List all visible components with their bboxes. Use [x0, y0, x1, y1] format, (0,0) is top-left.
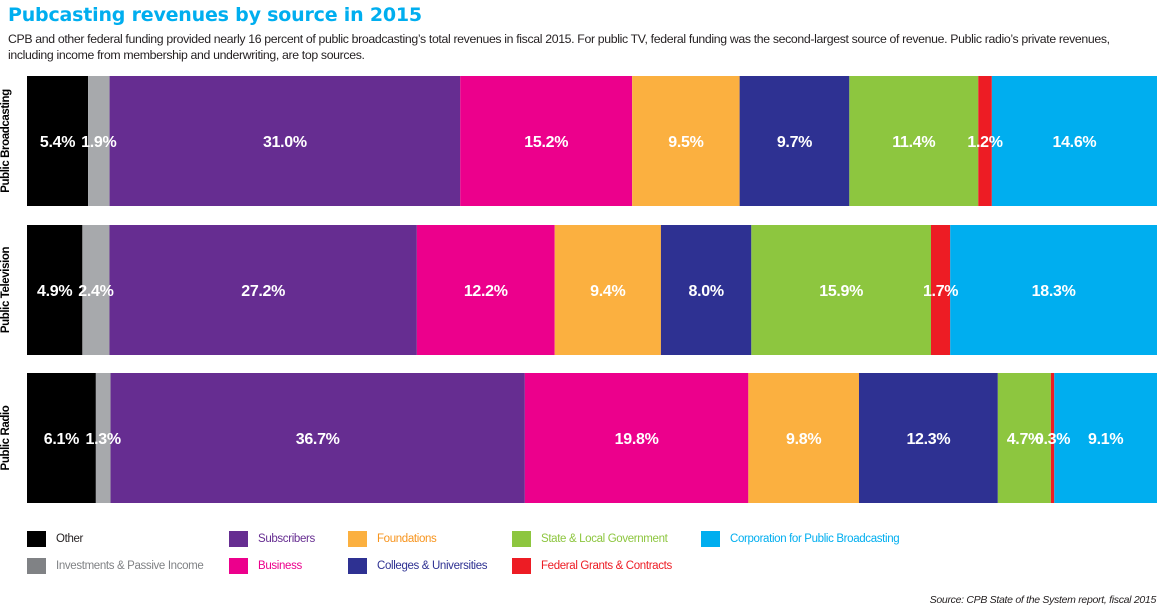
bar-segment-corporation-for-public-broadcasting: [950, 225, 1157, 355]
legend-swatch: [512, 558, 531, 574]
data-label-colleges-and-universities: 9.7%: [777, 134, 812, 151]
data-label-subscribers: 27.2%: [241, 283, 285, 300]
data-label-investments-and-passive-income: 1.9%: [81, 134, 116, 151]
bar-segment-subscribers: [109, 76, 461, 206]
bar-segment-colleges-and-universities: [858, 373, 998, 503]
data-label-state-and-local-government: 15.9%: [819, 283, 863, 300]
chart-title: Pubcasting revenues by source in 2015: [8, 4, 422, 26]
legend-label: Business: [258, 560, 302, 572]
bar-segment-state-and-local-government: [751, 225, 931, 355]
bar-segment-investments-and-passive-income: [95, 373, 111, 503]
bar-segment-business: [460, 76, 633, 206]
data-label-other: 5.4%: [40, 134, 75, 151]
bar-segment-other: [27, 225, 83, 355]
legend-swatch: [512, 531, 531, 547]
legend-item-foundations: Foundations: [348, 531, 437, 547]
bar-segment-corporation-for-public-broadcasting: [1054, 373, 1157, 503]
data-label-subscribers: 36.7%: [296, 431, 340, 448]
legend-item-corporation-for-public-broadcasting: Corporation for Public Broadcasting: [701, 531, 900, 547]
bar-segment-subscribers: [110, 373, 525, 503]
data-label-investments-and-passive-income: 2.4%: [78, 283, 113, 300]
bar-segment-colleges-and-universities: [660, 225, 752, 355]
legend-item-subscribers: Subscribers: [229, 531, 315, 547]
bar-segment-corporation-for-public-broadcasting: [991, 76, 1157, 206]
legend-label: State & Local Government: [541, 533, 668, 545]
bar-segment-state-and-local-government: [997, 373, 1051, 503]
bar-segment-federal-grants-and-contracts: [1050, 373, 1055, 503]
legend-label: Investments & Passive Income: [56, 560, 204, 572]
legend-label: Federal Grants & Contracts: [541, 560, 672, 572]
data-label-business: 15.2%: [524, 134, 568, 151]
legend-swatch: [701, 531, 720, 547]
data-label-colleges-and-universities: 12.3%: [906, 431, 950, 448]
legend-label: Foundations: [377, 533, 437, 545]
bar-segment-other: [27, 76, 89, 206]
data-label-state-and-local-government: 4.7%: [1007, 431, 1042, 448]
data-label-other: 4.9%: [37, 283, 72, 300]
bar-segment-investments-and-passive-income: [82, 225, 110, 355]
legend-swatch: [348, 558, 367, 574]
data-label-corporation-for-public-broadcasting: 9.1%: [1088, 431, 1123, 448]
legend-item-federal-grants-and-contracts: Federal Grants & Contracts: [512, 558, 672, 574]
chart-subtitle: CPB and other federal funding provided n…: [8, 32, 1110, 62]
bar-public-radio: 6.1% 1.3% 36.7% 19.8% 9.8% 12.3% 4.7%0.3% 9.1%: [27, 373, 1157, 503]
legend-item-state-and-local-government: State & Local Government: [512, 531, 668, 547]
legend-item-colleges-and-universities: Colleges & Universities: [348, 558, 488, 574]
legend-label: Subscribers: [258, 533, 315, 545]
legend-swatch: [348, 531, 367, 547]
bar-public-television: 4.9% 2.4% 27.2% 12.2% 9.4% 8.0% 15.9% 1.7% 18.3%: [27, 225, 1157, 355]
bar-segment-federal-grants-and-contracts: [931, 225, 951, 355]
legend-label: Colleges & Universities: [377, 560, 488, 572]
bar-segment-foundations: [632, 76, 740, 206]
bar-segment-other: [27, 373, 96, 503]
bar-segment-foundations: [748, 373, 859, 503]
legend-swatch: [229, 531, 248, 547]
data-label-corporation-for-public-broadcasting: 14.6%: [1052, 134, 1096, 151]
bar-segment-investments-and-passive-income: [88, 76, 110, 206]
data-label-foundations: 9.4%: [590, 283, 625, 300]
bar-segment-business: [416, 225, 555, 355]
bar-segment-subscribers: [109, 225, 417, 355]
bar-segment-state-and-local-government: [849, 76, 979, 206]
data-label-investments-and-passive-income: 1.3%: [86, 431, 121, 448]
legend-swatch: [27, 558, 46, 574]
data-label-federal-grants-and-contracts: 1.7%: [923, 283, 958, 300]
data-label-other: 6.1%: [44, 431, 79, 448]
legend-swatch: [229, 558, 248, 574]
bar-segment-colleges-and-universities: [739, 76, 850, 206]
data-label-federal-grants-and-contracts: 1.2%: [967, 134, 1002, 151]
data-label-colleges-and-universities: 8.0%: [688, 283, 723, 300]
legend-item-business: Business: [229, 558, 302, 574]
data-label-state-and-local-government: 11.4%: [892, 134, 935, 151]
data-label-federal-grants-and-contracts: 0.3%: [1035, 431, 1070, 448]
bar-public-broadcasting: 5.4% 1.9% 31.0% 15.2% 9.5% 9.7% 11.4% 1.2% 14.6%: [27, 76, 1157, 206]
data-label-business: 12.2%: [464, 283, 508, 300]
data-label-foundations: 9.8%: [786, 431, 821, 448]
legend-label: Corporation for Public Broadcasting: [730, 533, 900, 545]
data-label-subscribers: 31.0%: [263, 134, 307, 151]
data-label-corporation-for-public-broadcasting: 18.3%: [1032, 283, 1076, 300]
legend-item-investments-and-passive-income: Investments & Passive Income: [27, 558, 204, 574]
bar-segment-foundations: [554, 225, 661, 355]
legend-swatch: [27, 531, 46, 547]
bar-segment-business: [524, 373, 749, 503]
source-note: Source: CPB State of the System report, …: [929, 594, 1157, 606]
data-label-foundations: 9.5%: [668, 134, 703, 151]
data-label-business: 19.8%: [615, 431, 659, 448]
bar-segment-federal-grants-and-contracts: [978, 76, 992, 206]
legend-item-other: Other: [27, 531, 83, 547]
legend-label: Other: [56, 533, 84, 545]
